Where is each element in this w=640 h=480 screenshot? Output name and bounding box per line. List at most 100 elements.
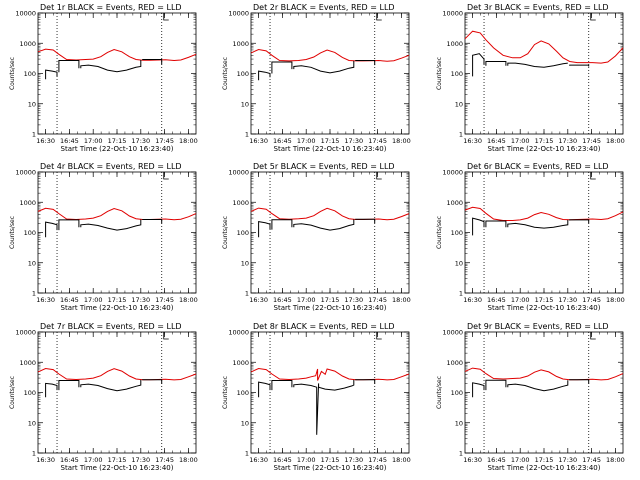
lld-line [250, 367, 410, 381]
x-tick-label: 16:45 [487, 296, 506, 304]
y-tick-label: 1 [459, 450, 463, 458]
bracket-mark [163, 332, 169, 340]
y-axis-label: Counts/sec [222, 216, 229, 249]
x-tick-label: 17:00 [511, 137, 530, 145]
plot-frame [464, 171, 624, 294]
x-tick-label: 17:15 [108, 296, 127, 304]
bracket-mark [376, 172, 382, 180]
y-tick-label: 10000 [228, 329, 249, 337]
x-tick-label: 17:30 [131, 296, 150, 304]
panel-title: Det 4r BLACK = Events, RED = LLD [40, 162, 182, 171]
y-axis-label: Counts/sec [222, 57, 229, 90]
panel-title: Det 8r BLACK = Events, RED = LLD [253, 322, 395, 331]
x-axis-label: Start Time (22-Oct-10 16:23:40) [488, 145, 601, 153]
plot-frame [464, 12, 624, 135]
y-tick-label: 10 [455, 259, 463, 267]
x-tick-label: 17:00 [84, 296, 103, 304]
events-line [507, 62, 568, 68]
y-axis-label: Counts/sec [436, 376, 443, 409]
events-line [485, 379, 507, 391]
y-tick-label: 10000 [228, 10, 249, 18]
bracket-mark [590, 13, 596, 21]
x-tick-label: 18:00 [392, 296, 411, 304]
events-line [472, 382, 485, 398]
x-tick-label: 17:45 [155, 296, 174, 304]
bracket-mark [163, 13, 169, 21]
panel-det-7: Det 7r BLACK = Events, RED = LLD 1 10 100 10… [9, 322, 198, 472]
panel-det-1: Det 1r BLACK = Events, RED = LLD 1 10 100 10… [9, 3, 198, 153]
x-tick-label: 16:45 [273, 456, 292, 464]
x-tick-label: 17:15 [321, 296, 340, 304]
x-tick-label: 16:30 [249, 296, 268, 304]
x-tick-label: 17:30 [558, 296, 577, 304]
lld-line [37, 367, 197, 381]
x-tick-label: 17:30 [344, 137, 363, 145]
x-tick-label: 18:00 [392, 137, 411, 145]
events-line [258, 381, 271, 398]
y-tick-label: 100 [237, 70, 249, 78]
x-tick-label: 17:45 [155, 137, 174, 145]
events-line [485, 61, 507, 66]
lld-line [464, 367, 624, 381]
y-axis-label: Counts/sec [436, 216, 443, 249]
y-tick-label: 10000 [442, 329, 463, 337]
x-tick-label: 17:15 [321, 456, 340, 464]
events-line [293, 60, 355, 74]
x-tick-label: 17:15 [108, 137, 127, 145]
bracket-mark [590, 172, 596, 180]
x-axis-label: Start Time (22-Oct-10 16:23:40) [488, 464, 601, 472]
x-tick-label: 17:30 [558, 137, 577, 145]
events-line [271, 219, 293, 230]
x-axis-label: Start Time (22-Oct-10 16:23:40) [61, 145, 174, 153]
events-line [569, 64, 590, 67]
panel-title: Det 2r BLACK = Events, RED = LLD [253, 3, 395, 12]
plot-frame [37, 331, 197, 454]
x-tick-label: 18:00 [606, 456, 625, 464]
y-tick-label: 1 [32, 131, 36, 139]
events-line [142, 59, 163, 65]
x-tick-label: 18:00 [179, 296, 198, 304]
x-tick-label: 16:45 [273, 296, 292, 304]
lld-line [37, 207, 197, 221]
plot-frame [250, 331, 410, 454]
events-line [472, 53, 485, 77]
events-line [507, 380, 569, 392]
plot-frame [250, 171, 410, 294]
events-line [271, 61, 293, 74]
events-line [80, 60, 142, 73]
x-tick-label: 17:15 [535, 137, 554, 145]
y-tick-label: 10 [241, 419, 249, 427]
y-tick-label: 1000 [19, 359, 36, 367]
panel-title: Det 5r BLACK = Events, RED = LLD [253, 162, 395, 171]
y-tick-label: 1 [245, 131, 249, 139]
y-tick-label: 1000 [232, 199, 249, 207]
x-axis-label: Start Time (22-Oct-10 16:23:40) [274, 304, 387, 312]
events-line [45, 382, 58, 398]
x-tick-label: 16:30 [36, 456, 55, 464]
events-line [258, 70, 271, 81]
x-tick-label: 17:30 [344, 456, 363, 464]
x-axis-label: Start Time (22-Oct-10 16:23:40) [274, 145, 387, 153]
lld-line [250, 207, 410, 221]
y-tick-label: 10000 [442, 10, 463, 18]
x-tick-label: 16:30 [463, 456, 482, 464]
events-line [355, 60, 376, 66]
y-tick-label: 100 [24, 70, 36, 78]
panel-title: Det 3r BLACK = Events, RED = LLD [467, 3, 609, 12]
y-tick-label: 10 [455, 100, 463, 108]
y-tick-label: 100 [451, 389, 463, 397]
panel-det-6: Det 6r BLACK = Events, RED = LLD 1 10 100 10… [436, 162, 625, 312]
x-tick-label: 17:15 [535, 296, 554, 304]
panel-title: Det 9r BLACK = Events, RED = LLD [467, 322, 609, 331]
events-line [142, 379, 163, 384]
y-tick-label: 1000 [232, 359, 249, 367]
lld-line [250, 48, 410, 62]
x-tick-label: 16:30 [36, 296, 55, 304]
x-tick-label: 17:00 [297, 456, 316, 464]
y-tick-label: 1 [245, 290, 249, 298]
events-line [569, 219, 590, 224]
y-tick-label: 1 [459, 131, 463, 139]
x-tick-label: 17:30 [558, 456, 577, 464]
bracket-mark [590, 332, 596, 340]
plot-frame [464, 331, 624, 454]
